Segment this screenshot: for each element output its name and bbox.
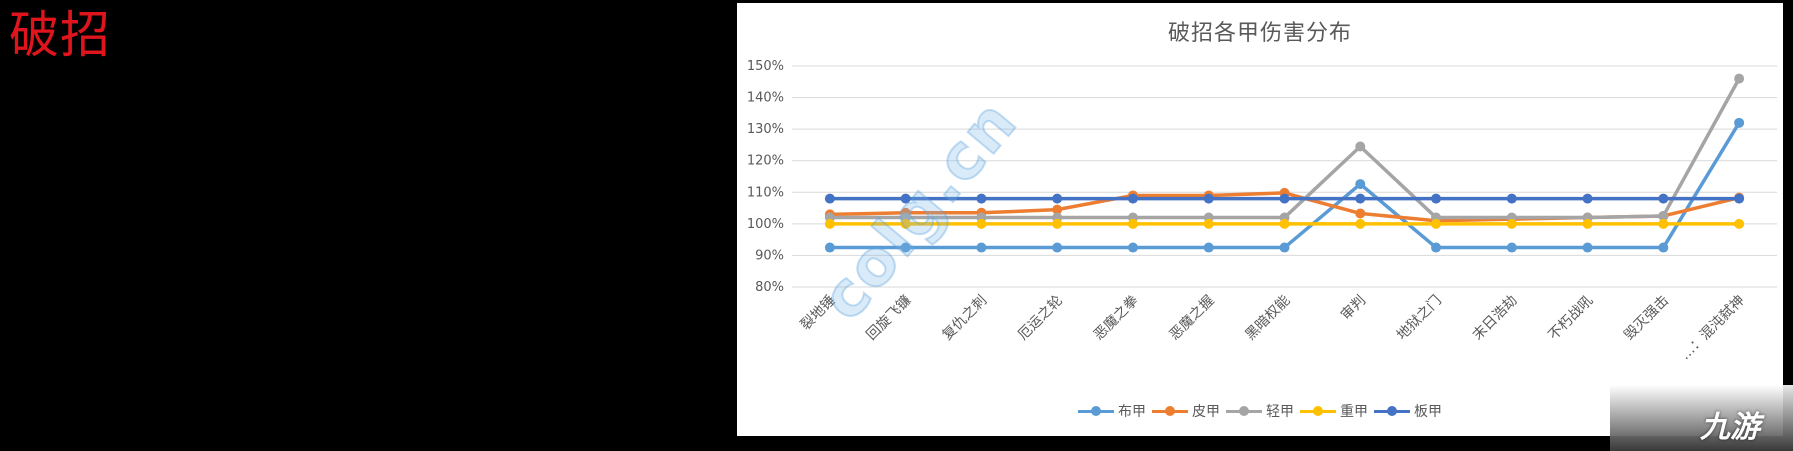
x-tick-label: 恶魔之拳 xyxy=(1091,293,1142,344)
x-tick-label: 恶魔之握 xyxy=(1167,293,1218,344)
logo-backdrop xyxy=(1610,385,1793,451)
data-point xyxy=(824,193,835,204)
data-point xyxy=(1279,242,1290,253)
y-tick-label: 140% xyxy=(747,91,784,106)
data-point xyxy=(1734,218,1745,229)
legend-item: 重甲 xyxy=(1300,401,1368,421)
data-point xyxy=(1734,73,1745,84)
data-point xyxy=(1052,242,1063,253)
legend-label: 皮甲 xyxy=(1192,404,1220,420)
data-point xyxy=(976,218,987,229)
data-point xyxy=(1279,193,1290,204)
x-tick-label: 回旋飞镰 xyxy=(863,292,915,344)
data-point xyxy=(1052,218,1063,229)
data-point xyxy=(1203,242,1214,253)
data-point xyxy=(1355,193,1366,204)
data-point xyxy=(1355,141,1366,152)
legend-line-marker-icon xyxy=(1226,406,1262,416)
legend-line-marker-icon xyxy=(1152,406,1188,416)
data-point xyxy=(1355,218,1366,229)
legend-label: 板甲 xyxy=(1414,404,1442,420)
data-point xyxy=(1506,218,1517,229)
data-point xyxy=(1052,204,1063,215)
y-tick-label: 80% xyxy=(755,280,784,295)
y-tick-label: 110% xyxy=(747,185,784,200)
data-point xyxy=(824,242,835,253)
y-tick-label: 130% xyxy=(747,122,784,137)
x-tick-label: 裂地锤 xyxy=(798,293,839,334)
data-point xyxy=(1431,193,1442,204)
legend-label: 轻甲 xyxy=(1266,404,1294,420)
x-tick-label: 末日浩劫 xyxy=(1470,293,1521,344)
data-point xyxy=(900,193,911,204)
x-tick-label: 不朽战吼 xyxy=(1545,293,1596,344)
data-point xyxy=(1431,242,1442,253)
data-point xyxy=(900,242,911,253)
legend-line-marker-icon xyxy=(1078,406,1114,416)
legend-item: 板甲 xyxy=(1374,401,1442,421)
data-point xyxy=(1431,218,1442,229)
data-point xyxy=(1279,218,1290,229)
data-point xyxy=(1734,117,1745,128)
data-point xyxy=(1355,208,1366,219)
x-tick-label: 复仇之刺 xyxy=(939,292,991,344)
data-point xyxy=(1582,242,1593,253)
data-point xyxy=(1052,193,1063,204)
chart-panel: 破招各甲伤害分布 80% 90% 100% 110% 120% 130% 140% 150% 裂… xyxy=(737,3,1783,436)
data-point xyxy=(1582,193,1593,204)
data-point xyxy=(1506,242,1517,253)
data-point xyxy=(1658,193,1669,204)
data-point xyxy=(1658,242,1669,253)
data-point xyxy=(1658,210,1669,221)
data-point xyxy=(1203,193,1214,204)
data-point xyxy=(1203,218,1214,229)
data-point xyxy=(824,218,835,229)
data-point xyxy=(1127,193,1138,204)
line-chart-plot: 80% 90% 100% 110% 120% 130% 140% 150% 裂地锤 回旋飞镰 复仇之… xyxy=(747,59,1777,364)
data-point xyxy=(1506,193,1517,204)
section-title: 破招 xyxy=(9,6,111,64)
legend-item: 布甲 xyxy=(1078,401,1146,421)
y-tick-label: 100% xyxy=(747,217,784,232)
x-tick-label: 厄运之轮 xyxy=(1015,293,1066,344)
data-point xyxy=(1127,218,1138,229)
data-point xyxy=(1582,218,1593,229)
chart-title: 破招各甲伤害分布 xyxy=(1167,21,1352,46)
x-tick-label: 黑暗权能 xyxy=(1242,293,1293,344)
data-point xyxy=(976,242,987,253)
data-point xyxy=(1127,242,1138,253)
site-logo: 九游 xyxy=(1700,410,1760,445)
legend-item: 皮甲 xyxy=(1152,401,1220,421)
x-tick-label: 毁灭强击 xyxy=(1621,293,1672,344)
legend-item: 轻甲 xyxy=(1226,401,1294,421)
x-tick-label: …：混沌弑神 xyxy=(1677,293,1748,364)
data-point xyxy=(976,193,987,204)
data-point xyxy=(1355,179,1366,190)
x-tick-label: 地狱之门 xyxy=(1394,293,1445,344)
y-tick-label: 120% xyxy=(747,154,784,169)
legend-label: 布甲 xyxy=(1118,404,1146,420)
data-point xyxy=(900,218,911,229)
legend-line-marker-icon xyxy=(1374,406,1410,416)
x-tick-label: 审判 xyxy=(1338,293,1369,324)
y-tick-label: 150% xyxy=(747,59,784,74)
legend-line-marker-icon xyxy=(1300,406,1336,416)
data-point xyxy=(1734,193,1745,204)
data-point xyxy=(1658,218,1669,229)
chart-legend: 布甲 皮甲 轻甲 重甲 板甲 xyxy=(737,401,1783,421)
legend-label: 重甲 xyxy=(1340,404,1368,420)
y-tick-label: 90% xyxy=(755,248,784,263)
